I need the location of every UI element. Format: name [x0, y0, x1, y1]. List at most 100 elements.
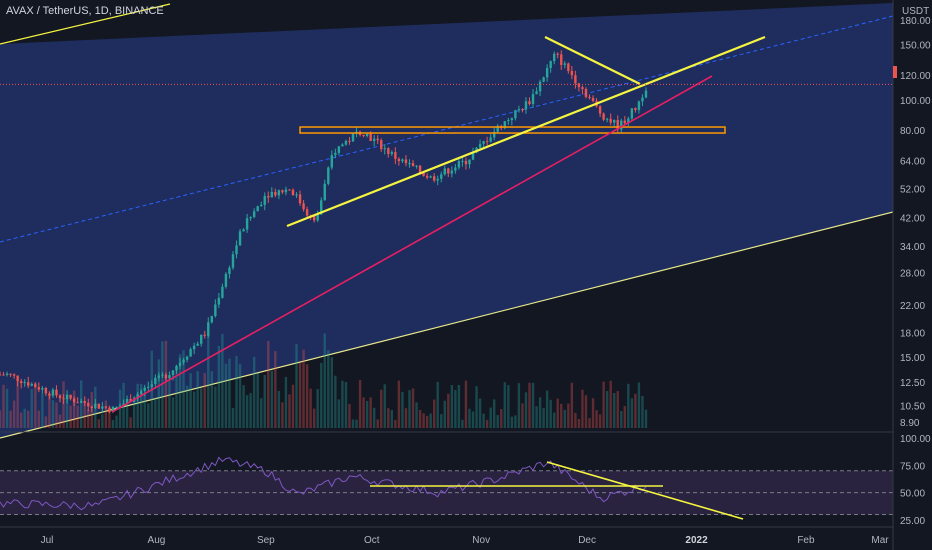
candle-166 [584, 87, 588, 99]
candle-74 [260, 201, 263, 207]
candle-5 [16, 375, 19, 387]
horizontal-resistance-zone[interactable] [299, 126, 726, 134]
rsi-descending-trendline[interactable] [546, 461, 744, 520]
volume-bar-124 [436, 381, 439, 428]
candle-143 [503, 121, 506, 130]
price-tick-labels: 180.00 150.00 120.00 100.00 80.00 64.00 52.00 4… [900, 16, 931, 429]
volume-bar-64 [224, 363, 228, 428]
candle-112 [394, 147, 397, 165]
volume-bar-95 [334, 375, 337, 428]
volume-bar-4 [12, 400, 16, 428]
volume-bar-146 [514, 415, 517, 428]
candle-151 [531, 89, 535, 108]
price-tick-4: 80.00 [900, 126, 925, 137]
candle-107 [376, 135, 379, 145]
volume-bar-117 [411, 388, 415, 428]
rsi-pane[interactable] [0, 431, 893, 520]
volume-bar-22 [76, 405, 79, 428]
rsi-tick-2: 50.00 [900, 489, 925, 500]
candle-87 [305, 206, 309, 218]
volume-bar-28 [97, 419, 101, 428]
volume-bar-114 [401, 391, 404, 428]
volume-bar-77 [270, 370, 274, 428]
volume-bar-145 [510, 416, 514, 428]
volume-bar-162 [570, 382, 574, 428]
candle-26 [90, 405, 93, 412]
volume-bar-7 [23, 408, 26, 428]
volume-bar-138 [485, 419, 489, 428]
candle-147 [517, 105, 521, 113]
candle-145 [510, 117, 514, 126]
candle-85 [298, 190, 302, 206]
volume-bar-97 [341, 380, 344, 428]
volume-bar-84 [295, 344, 298, 428]
candle-116 [408, 159, 411, 168]
volume-bar-132 [464, 380, 468, 428]
price-axis[interactable]: USDT 180.00 150.00 120.00 100.00 80.00 64.00 5… [892, 0, 932, 550]
channel-lower-line[interactable] [0, 211, 894, 439]
volume-bar-11 [37, 410, 41, 428]
volume-bar-158 [556, 398, 559, 428]
candle-139 [489, 134, 492, 143]
candle-63 [221, 283, 224, 299]
rsi-tick-0: 100.00 [900, 434, 931, 445]
candle-27 [94, 399, 97, 410]
volume-bar-69 [242, 385, 245, 428]
candle-128 [450, 166, 454, 178]
candle-40 [140, 388, 143, 395]
price-pane[interactable] [0, 3, 894, 439]
candle-78 [274, 188, 277, 198]
volume-bar-88 [309, 388, 312, 428]
candle-86 [302, 200, 305, 212]
candle-77 [270, 187, 274, 198]
support-trendline[interactable] [111, 75, 713, 413]
volume-bar-163 [574, 412, 577, 428]
volume-bar-48 [168, 380, 171, 428]
volume-bar-157 [553, 412, 556, 428]
volume-bar-31 [108, 408, 111, 428]
volume-bar-164 [577, 419, 581, 428]
price-axis-unit: USDT [902, 6, 929, 17]
price-tick-11: 18.00 [900, 328, 925, 339]
volume-bar-54 [189, 373, 192, 428]
candle-121 [425, 173, 429, 180]
candle-113 [397, 157, 401, 166]
candle-178 [627, 116, 630, 127]
time-axis[interactable]: Jul Aug Sep Oct Nov Dec 2022 Feb Mar [0, 526, 893, 546]
volume-bar-21 [72, 390, 76, 428]
rising-trendline[interactable] [286, 35, 766, 228]
volume-bar-57 [200, 388, 203, 428]
wedge-upper-trendline[interactable] [544, 36, 641, 85]
time-tick-5: Dec [578, 535, 596, 546]
candle-44 [154, 374, 157, 389]
volume-bar-179 [630, 398, 634, 428]
volume-bar-116 [408, 390, 411, 428]
candle-161 [567, 62, 570, 74]
candle-130 [457, 157, 461, 170]
channel-upper-line[interactable] [0, 3, 171, 45]
candle-1 [2, 371, 5, 376]
candle-21 [72, 396, 76, 407]
price-tick-7: 42.00 [900, 213, 925, 224]
volume-bar-92 [323, 333, 326, 428]
volume-bar-44 [154, 397, 157, 428]
candle-17 [58, 394, 62, 403]
candle-23 [79, 398, 83, 404]
volume-bar-154 [542, 408, 545, 428]
price-tick-13: 12.50 [900, 378, 925, 389]
candle-73 [256, 205, 259, 212]
volume-bar-142 [500, 409, 503, 428]
candle-127 [447, 167, 450, 178]
candle-152 [535, 87, 538, 95]
candle-59 [207, 317, 210, 338]
volume-bar-140 [493, 399, 496, 428]
candle-47 [164, 372, 168, 381]
candle-31 [108, 405, 111, 414]
candle-76 [267, 191, 270, 203]
candle-149 [524, 97, 528, 114]
candle-66 [231, 251, 235, 270]
candle-156 [549, 60, 552, 73]
candle-148 [521, 108, 524, 113]
candle-61 [214, 299, 217, 318]
